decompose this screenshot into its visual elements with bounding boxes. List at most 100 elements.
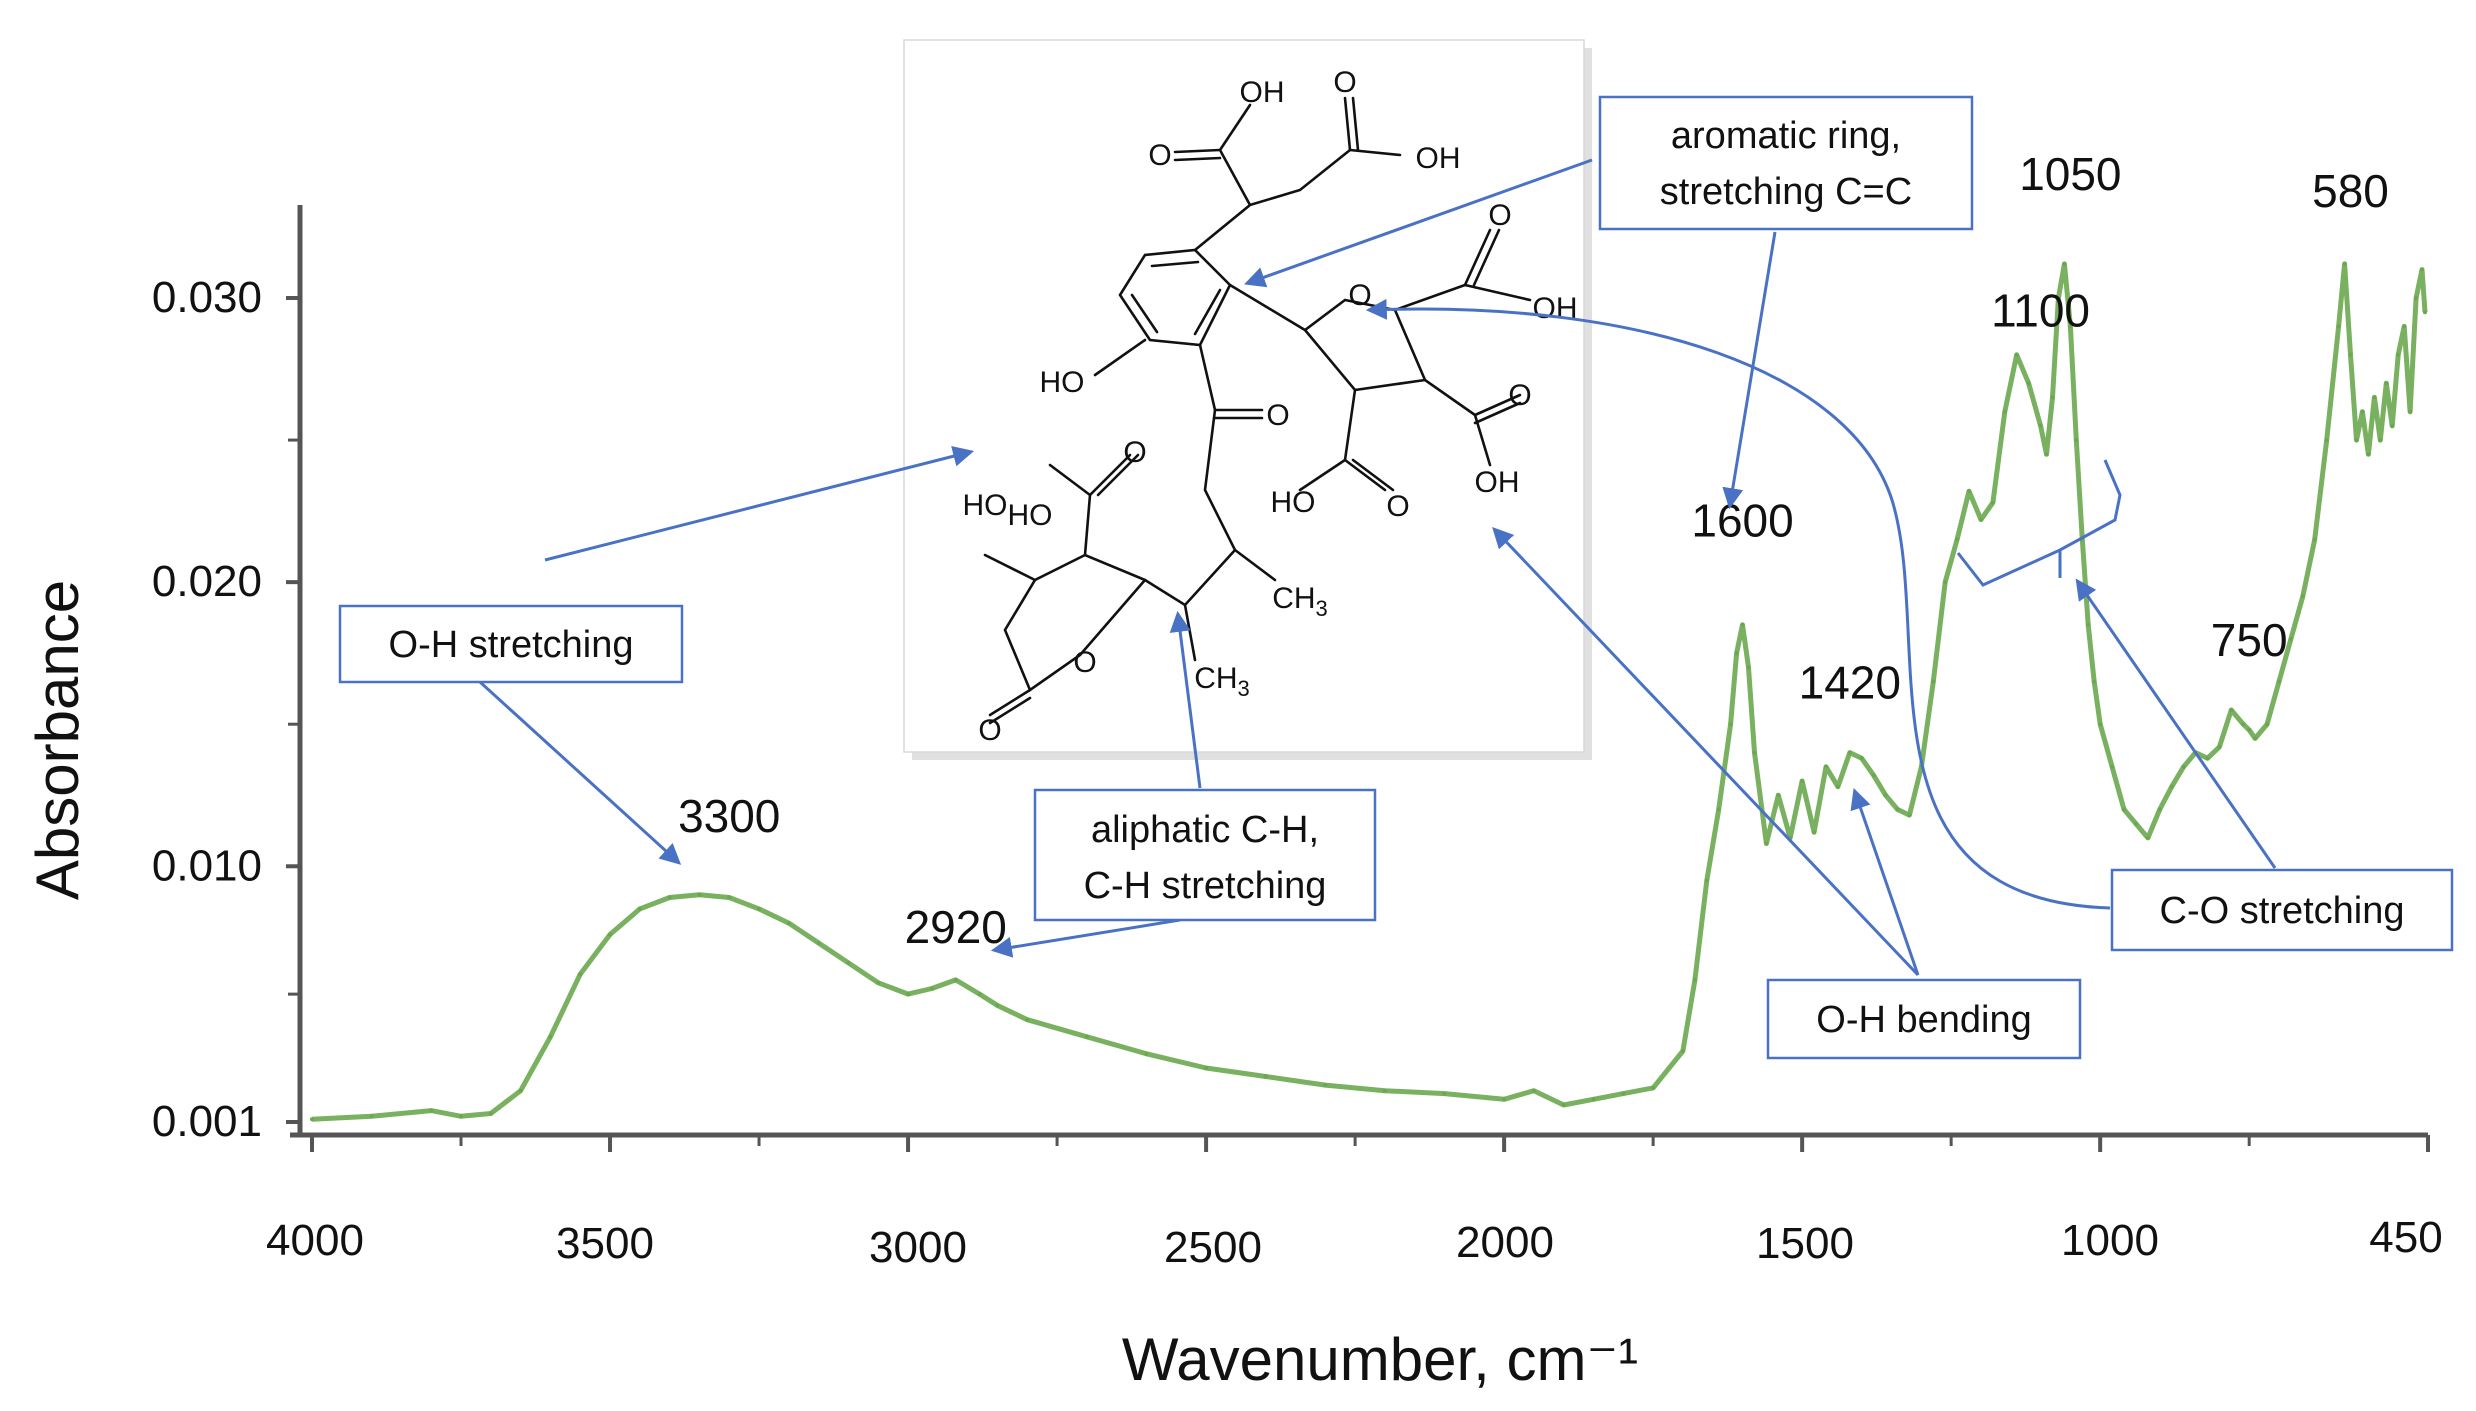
spectrum-point (2265, 722, 2270, 727)
spectrum-point (1144, 1051, 1149, 1056)
spectrum-point (2098, 722, 2103, 727)
spectrum-point (2348, 352, 2353, 357)
y-tick-label: 0.001 (152, 1097, 262, 1146)
spectrum-point (459, 1114, 463, 1119)
co-stretch-arrow (2075, 578, 2277, 869)
spectrum-point (2229, 708, 2234, 712)
spectrum-point (2002, 409, 2007, 414)
spectrum-point (1704, 878, 1709, 883)
spectrum-point (2050, 395, 2055, 400)
spectrum-point (548, 1034, 553, 1039)
atom-label: O (1348, 279, 1371, 312)
spectrum-point (1728, 722, 1733, 727)
spectrum-point (816, 941, 821, 945)
co-bracket (1956, 459, 2122, 587)
peak-label: 1050 (2019, 148, 2121, 200)
peak-label: 1420 (1799, 657, 1901, 709)
annotation-aliphatic-ch-line2: C-H stretching (1084, 865, 1327, 907)
spectrum-point (906, 992, 911, 997)
spectrum-point (2372, 395, 2377, 400)
spectrum-point (667, 895, 672, 900)
spectrum-point (2068, 324, 2073, 329)
spectrum-point (2169, 784, 2174, 789)
spectrum-point (2241, 722, 2246, 727)
annotation-co-stretching-text: C-O stretching (2160, 890, 2405, 932)
x-tick-label: 3500 (556, 1219, 654, 1268)
spectrum-point (2062, 261, 2067, 266)
annotation-aromatic-line2: stretching C=C (1660, 171, 1912, 213)
spectrum-point (1967, 489, 1971, 494)
spectrum-point (1955, 537, 1960, 542)
co-stretch-curve (1365, 298, 2111, 910)
molecule-box (903, 39, 1585, 753)
spectrum-point (1943, 580, 1948, 585)
atom-label: O (1386, 490, 1409, 523)
spectrum-point (1740, 622, 1745, 627)
ch-stretch-arrow-down (990, 918, 1181, 958)
spectrum-point (846, 960, 851, 965)
annotation-oh-stretching: O-H stretching (338, 604, 684, 684)
spectrum-point (1204, 1066, 1209, 1070)
oh-stretch-arrow-up (544, 445, 975, 562)
atom-label: OH (1475, 466, 1520, 499)
spectrum-point (1680, 1049, 1685, 1053)
peak-label: 1100 (1991, 284, 2090, 336)
spectrum-point (1931, 679, 1936, 684)
atom-label: O (1333, 66, 1356, 99)
spectrum-point (1651, 1085, 1656, 1090)
x-tick-label: 4000 (266, 1216, 364, 1265)
atom-label: O (978, 714, 1001, 747)
spectrum-point (2336, 324, 2341, 329)
annotation-aromatic-ring: aromatic ring, stretching C=C (1598, 95, 1974, 231)
spectrum-point (1323, 1083, 1328, 1088)
spectrum-point (929, 986, 934, 991)
aromatic-arrow-up (1244, 158, 1593, 288)
spectrum-point (2408, 409, 2413, 414)
spectrum-point (2157, 807, 2162, 812)
oh-stretch-arrow-down (478, 680, 682, 865)
spectrum-point (2277, 679, 2281, 684)
annotation-co-stretching: C-O stretching (2110, 868, 2454, 952)
spectrum-point (697, 892, 702, 897)
peak-label: 580 (2312, 165, 2389, 217)
spectrum-point (1812, 830, 1817, 835)
spectrum-point (488, 1111, 493, 1116)
spectrum-point (727, 895, 732, 900)
x-tick-label: 2500 (1164, 1223, 1262, 1272)
spectrum-point (518, 1088, 523, 1093)
spectrum-point (2360, 409, 2365, 414)
spectrum-point (2074, 438, 2079, 443)
annotation-aromatic-line1: aromatic ring, (1671, 115, 1901, 157)
spectrum-point (2384, 381, 2389, 386)
spectrum-point (2145, 835, 2150, 840)
spectrum-point (2312, 537, 2317, 542)
spectrum-point (1263, 1074, 1268, 1079)
spectrum-point (2324, 438, 2329, 443)
spectrum-point (1621, 1091, 1626, 1096)
x-tick-label: 1500 (1756, 1219, 1854, 1268)
oh-bend-arrow-1 (1492, 526, 1920, 977)
peak-label: 750 (2211, 614, 2288, 666)
spectrum-point (2423, 310, 2427, 315)
spectrum-point (2414, 296, 2419, 300)
spectrum-point (995, 1003, 1000, 1008)
spectrum-point (2092, 679, 2097, 684)
spectrum-point (1591, 1097, 1596, 1102)
atom-label: HO (963, 489, 1008, 522)
peak-label: 2920 (905, 901, 1007, 953)
spectrum-point (1835, 784, 1840, 789)
spectrum-point (2038, 423, 2043, 428)
spectrum-point (2354, 438, 2359, 443)
spectrum-point (2402, 324, 2407, 329)
atom-label: OH (1416, 142, 1461, 175)
y-tick-label: 0.010 (152, 841, 262, 890)
spectrum-point (786, 921, 791, 926)
spectrum-point (876, 980, 881, 985)
annotation-aliphatic-ch-line1: aliphatic C-H, (1091, 809, 1319, 851)
spectrum-point (757, 906, 761, 911)
spectrum-point (2205, 756, 2210, 761)
spectrum-point (2217, 744, 2222, 749)
spectrum-point (1716, 807, 1721, 812)
spectrum-point (310, 1117, 314, 1122)
